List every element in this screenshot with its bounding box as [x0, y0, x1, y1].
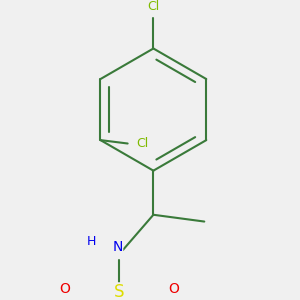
Text: Cl: Cl [136, 137, 149, 150]
Text: O: O [168, 282, 179, 296]
Text: O: O [60, 282, 70, 296]
Text: S: S [114, 283, 125, 300]
Text: H: H [87, 236, 96, 248]
Text: N: N [112, 240, 123, 254]
Text: Cl: Cl [147, 0, 160, 13]
